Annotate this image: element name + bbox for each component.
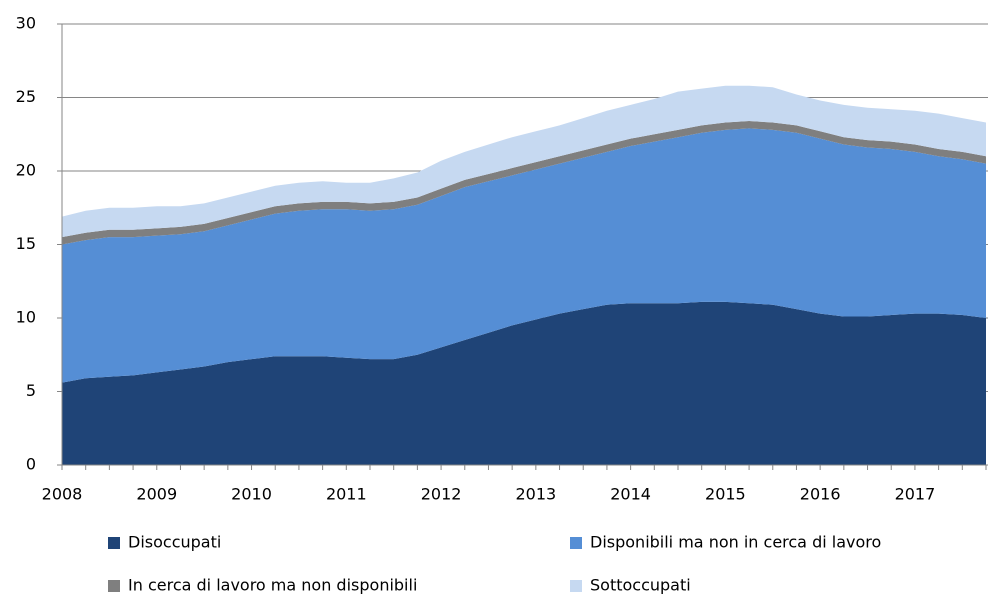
x-tick-label: 2012 bbox=[421, 485, 462, 504]
y-tick-label: 25 bbox=[16, 87, 36, 106]
y-tick-label: 10 bbox=[16, 308, 36, 327]
legend-label: Disponibili ma non in cerca di lavoro bbox=[590, 533, 881, 552]
legend-swatch bbox=[570, 580, 582, 592]
x-tick-label: 2011 bbox=[326, 485, 367, 504]
x-tick-label: 2015 bbox=[705, 485, 746, 504]
y-tick-label: 15 bbox=[16, 234, 36, 253]
legend-swatch bbox=[108, 580, 120, 592]
legend-label: Disoccupati bbox=[128, 533, 221, 552]
x-tick-label: 2009 bbox=[136, 485, 177, 504]
legend-label: Sottoccupati bbox=[590, 576, 691, 595]
legend-swatch bbox=[570, 537, 582, 549]
x-tick-label: 2014 bbox=[610, 485, 651, 504]
y-tick-label: 0 bbox=[26, 455, 36, 474]
x-tick-label: 2013 bbox=[515, 485, 556, 504]
y-tick-label: 20 bbox=[16, 161, 36, 180]
legend-label: In cerca di lavoro ma non disponibili bbox=[128, 576, 417, 595]
y-tick-label: 5 bbox=[26, 381, 36, 400]
area bbox=[62, 85, 986, 238]
area bbox=[62, 121, 986, 245]
x-tick-label: 2010 bbox=[231, 485, 272, 504]
area bbox=[62, 128, 986, 383]
area bbox=[62, 301, 986, 465]
y-tick-label: 30 bbox=[16, 14, 36, 33]
x-tick-label: 2008 bbox=[42, 485, 83, 504]
x-tick-label: 2016 bbox=[800, 485, 841, 504]
x-tick-label: 2017 bbox=[895, 485, 936, 504]
legend-swatch bbox=[108, 537, 120, 549]
